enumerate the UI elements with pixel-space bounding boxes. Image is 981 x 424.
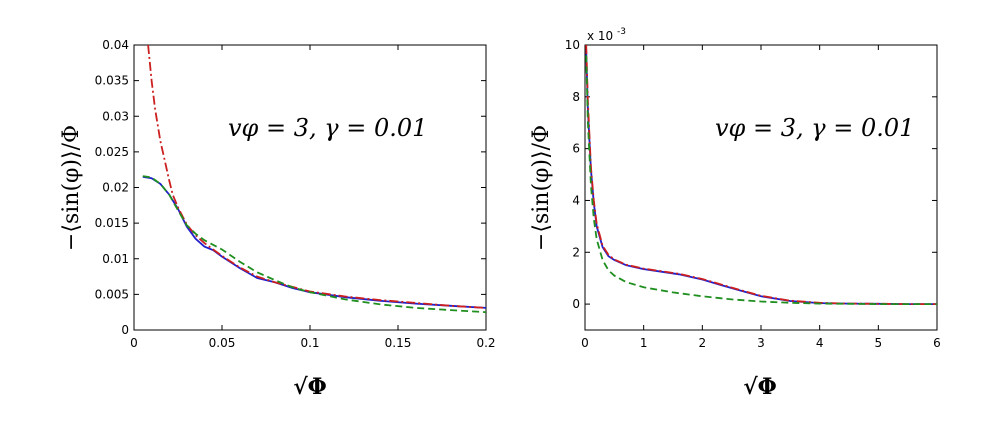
x-axis-label: √Φ — [293, 374, 327, 400]
x-tick-label: 4 — [816, 336, 824, 350]
x-tick-label: 3 — [757, 336, 765, 350]
y-tick-label: 8 — [572, 90, 580, 104]
series-green-dashed — [142, 175, 486, 314]
y-tick-label: 0 — [121, 323, 129, 337]
y-tick-label: 0.005 — [95, 287, 129, 301]
y-exponent-label: x 10 -3 — [587, 27, 626, 43]
x-tick-label: 0.05 — [209, 336, 236, 350]
right-chart: 0 2 4 6 8 10 0 1 2 3 4 5 6 x 10 -3 vφ = 3, γ = 0.01 −⟨s… — [529, 27, 941, 400]
left-chart: 0 0.005 0.01 0.015 0.02 0.025 0.03 0.035 0.04 0 0.… — [59, 38, 496, 400]
annotation: vφ = 3, γ = 0.01 — [715, 114, 914, 142]
axes-frame — [133, 44, 487, 331]
y-tick-label: 0.02 — [102, 181, 129, 195]
series-red-dashdot — [147, 45, 486, 309]
y-tick-label: 0.04 — [102, 38, 129, 52]
x-tick-label: 5 — [875, 336, 883, 350]
x-tick-label: 0.1 — [300, 336, 319, 350]
series-green-dashed — [585, 55, 937, 305]
y-exponent-power: -3 — [617, 27, 626, 37]
y-tick-label: 0.015 — [95, 216, 129, 230]
series-blue-solid — [142, 175, 486, 309]
y-tick-label: 0.01 — [102, 252, 129, 266]
y-tick-label: 0.025 — [95, 145, 129, 159]
y-tick-label: 10 — [565, 38, 580, 52]
y-tick-label: 2 — [572, 245, 580, 259]
y-tick-label: 0.03 — [102, 109, 129, 123]
y-tick-label: 4 — [572, 193, 580, 207]
x-tick-label: 2 — [699, 336, 707, 350]
y-axis-label: −⟨sin(φ)⟩/Φ — [59, 125, 84, 251]
x-tick-label: 0 — [130, 336, 138, 350]
y-tick-label: 0 — [572, 297, 580, 311]
series-blue-solid — [585, 50, 937, 305]
axes-frame — [584, 44, 938, 331]
x-tick-label: 1 — [640, 336, 648, 350]
y-tick-label: 0.035 — [95, 74, 129, 88]
series-red-dashdot — [585, 45, 937, 305]
x-tick-label: 0 — [581, 336, 589, 350]
x-axis-label: √Φ — [743, 374, 777, 400]
x-tick-label: 0.15 — [385, 336, 412, 350]
annotation: vφ = 3, γ = 0.01 — [228, 114, 427, 142]
y-axis-label: −⟨sin(φ)⟩/Φ — [529, 125, 554, 251]
x-tick-label: 0.2 — [476, 336, 495, 350]
x-tick-label: 6 — [933, 336, 941, 350]
y-tick-label: 6 — [572, 142, 580, 156]
